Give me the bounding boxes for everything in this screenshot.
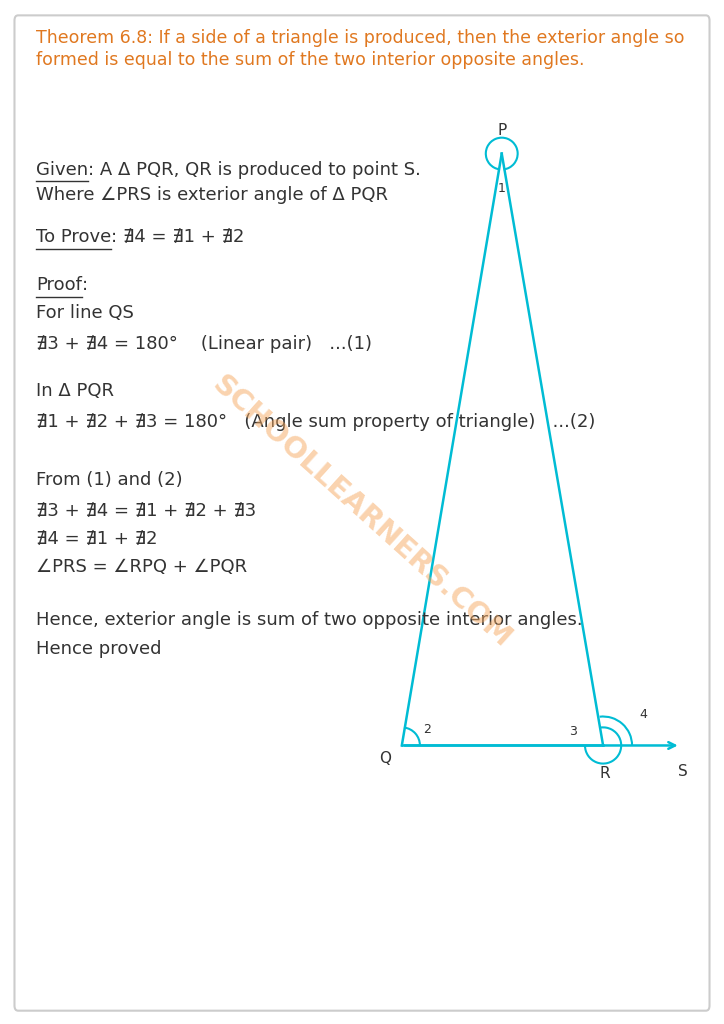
- Text: Hence proved: Hence proved: [36, 640, 161, 658]
- Text: formed is equal to the sum of the two interior opposite angles.: formed is equal to the sum of the two in…: [36, 51, 585, 70]
- Text: 2: 2: [424, 723, 432, 735]
- Text: P: P: [497, 123, 506, 138]
- Text: R: R: [600, 766, 610, 781]
- Text: :: :: [82, 276, 88, 295]
- Text: In Δ PQR: In Δ PQR: [36, 382, 114, 400]
- Text: Theorem 6.8: If a side of a triangle is produced, then the exterior angle so: Theorem 6.8: If a side of a triangle is …: [36, 29, 685, 47]
- Text: : A Δ PQR, QR is produced to point S.: : A Δ PQR, QR is produced to point S.: [88, 161, 421, 179]
- Text: 4: 4: [639, 709, 647, 721]
- Text: ∄3 + ∄4 = 180°    (Linear pair)   ...(1): ∄3 + ∄4 = 180° (Linear pair) ...(1): [36, 335, 372, 353]
- Text: For line QS: For line QS: [36, 304, 134, 323]
- Text: Hence, exterior angle is sum of two opposite interior angles.: Hence, exterior angle is sum of two oppo…: [36, 611, 583, 630]
- Text: Where ∠PRS is exterior angle of Δ PQR: Where ∠PRS is exterior angle of Δ PQR: [36, 186, 388, 205]
- Text: ∄4 = ∄1 + ∄2: ∄4 = ∄1 + ∄2: [36, 530, 158, 549]
- FancyBboxPatch shape: [14, 15, 710, 1011]
- Text: S: S: [678, 764, 688, 779]
- Text: From (1) and (2): From (1) and (2): [36, 471, 183, 489]
- Text: To Prove: To Prove: [36, 228, 111, 247]
- Text: Given: Given: [36, 161, 88, 179]
- Text: Q: Q: [379, 751, 391, 766]
- Text: 3: 3: [569, 725, 576, 737]
- Text: ∄1 + ∄2 + ∄3 = 180°   (Angle sum property of triangle)   ...(2): ∄1 + ∄2 + ∄3 = 180° (Angle sum property …: [36, 413, 596, 431]
- Text: ∄3 + ∄4 = ∄1 + ∄2 + ∄3: ∄3 + ∄4 = ∄1 + ∄2 + ∄3: [36, 502, 256, 520]
- Text: ∠PRS = ∠RPQ + ∠PQR: ∠PRS = ∠RPQ + ∠PQR: [36, 558, 248, 577]
- Text: 1: 1: [498, 182, 505, 196]
- Text: SCHOOLLEARNERS.COM: SCHOOLLEARNERS.COM: [207, 371, 517, 653]
- Text: : ∄4 = ∄1 + ∄2: : ∄4 = ∄1 + ∄2: [111, 228, 245, 247]
- Text: Proof: Proof: [36, 276, 82, 295]
